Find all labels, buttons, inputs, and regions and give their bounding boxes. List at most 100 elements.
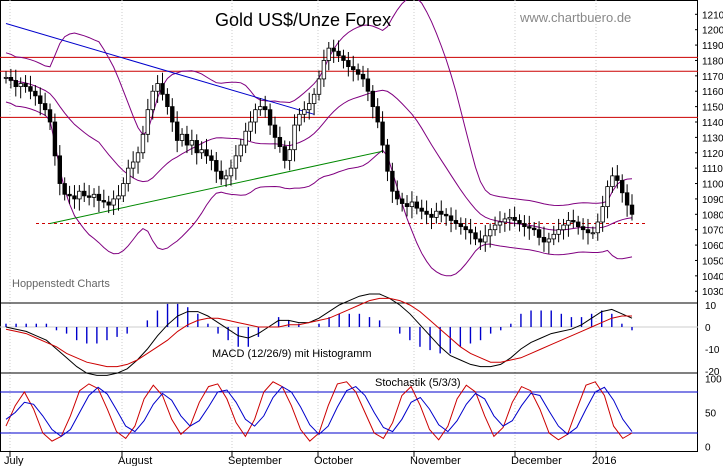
candle-body (517, 220, 522, 224)
candle-body (140, 133, 146, 154)
candle-body (135, 152, 141, 163)
macd-panel (0, 293, 698, 376)
candle-body (189, 140, 195, 146)
candle-body (468, 229, 473, 234)
macd-series-signal (5, 297, 632, 368)
candle-body (527, 226, 532, 229)
candle-body (57, 155, 62, 184)
candle-body (267, 109, 273, 126)
y-tick-label: 1150 (702, 103, 723, 114)
y-tick-label: 1200 (702, 26, 723, 37)
candle-body (272, 124, 278, 138)
candle-body (72, 195, 77, 200)
candle-body (453, 220, 459, 224)
candle-body (561, 224, 566, 231)
candle-body (179, 133, 185, 141)
bollinger-lower (5, 101, 633, 277)
candle-body (18, 83, 23, 88)
x-tick-label: September (228, 455, 282, 466)
candle-body (86, 195, 92, 198)
candle-body (111, 198, 116, 206)
candle-body (585, 229, 591, 234)
candle-body (214, 160, 219, 172)
trend-line-up (49, 150, 383, 225)
candle-body (556, 229, 561, 235)
candle-body (184, 133, 190, 146)
y-tick-label: 1090 (702, 195, 723, 206)
candle-body (307, 103, 312, 111)
candle-body (541, 236, 547, 243)
candle-body (512, 216, 517, 221)
candle-body (233, 155, 239, 169)
x-axis: July August September October November Decemb… (4, 452, 616, 466)
candle-body (243, 130, 248, 146)
candle-body (419, 207, 424, 212)
candle-body (326, 47, 331, 61)
candle-body (590, 232, 596, 235)
candle-body (311, 93, 317, 104)
candle-body (600, 206, 605, 223)
candle-body (429, 213, 434, 218)
y-tick-label: 1110 (702, 164, 723, 175)
source-label: Hoppenstedt Charts (12, 278, 110, 290)
y-tick-label: 1130 (702, 133, 723, 144)
candle-body (165, 93, 170, 108)
y-tick-label: 1050 (702, 256, 723, 267)
candle-body (91, 193, 97, 198)
y-tick-label: 1210 (702, 10, 723, 21)
candle-body (399, 198, 405, 204)
candle-body (42, 103, 48, 111)
candle-body (82, 190, 87, 197)
candle-body (101, 200, 107, 203)
candle-body (302, 109, 307, 115)
candle-body (629, 204, 635, 215)
candle-body (23, 83, 28, 88)
macd-tick-label: 10 (705, 301, 717, 312)
candle-body (170, 106, 175, 123)
candle-body (282, 146, 287, 161)
candle-body (130, 161, 136, 169)
y-tick-label: 1120 (702, 149, 723, 160)
y-tick-label: 1080 (702, 210, 723, 221)
candle-body (33, 90, 38, 97)
candle-body (62, 183, 67, 195)
candle-body (390, 170, 395, 192)
candle-body (258, 106, 263, 111)
candle-body (473, 232, 478, 240)
candle-body (360, 73, 366, 80)
candle-body (443, 213, 449, 217)
x-tick-label: November (410, 455, 461, 466)
candle-body (336, 50, 341, 57)
stochastic-tick-label: 0 (705, 443, 711, 454)
y-tick-label: 1040 (702, 272, 723, 283)
candle-body (155, 83, 160, 92)
candle-body (77, 190, 82, 200)
candle-body (321, 60, 327, 80)
candle-body (8, 76, 14, 81)
x-tick-label: October (314, 455, 353, 466)
candle-body (248, 121, 253, 132)
candle-body (566, 220, 571, 226)
candle-body (228, 167, 234, 177)
stochastic-series-d (5, 385, 633, 438)
candle-body (576, 221, 581, 228)
candle-body (424, 210, 429, 215)
candle-body (605, 186, 610, 208)
candle-body (96, 193, 102, 201)
candle-body (341, 55, 346, 61)
candle-body (106, 201, 111, 206)
x-tick-label: 2016 (592, 455, 616, 466)
candle-body (580, 226, 586, 231)
candle-body (47, 109, 53, 123)
bollinger-middle (5, 76, 633, 231)
candle-body (624, 192, 630, 206)
candle-body (536, 229, 542, 238)
candle-body (145, 109, 151, 135)
candle-body (67, 193, 72, 197)
trend-line-down (5, 23, 315, 115)
candle-body (116, 195, 121, 200)
candle-body (316, 78, 322, 95)
y-tick-label: 1070 (702, 226, 723, 237)
macd-tick-label: -20 (705, 367, 720, 378)
